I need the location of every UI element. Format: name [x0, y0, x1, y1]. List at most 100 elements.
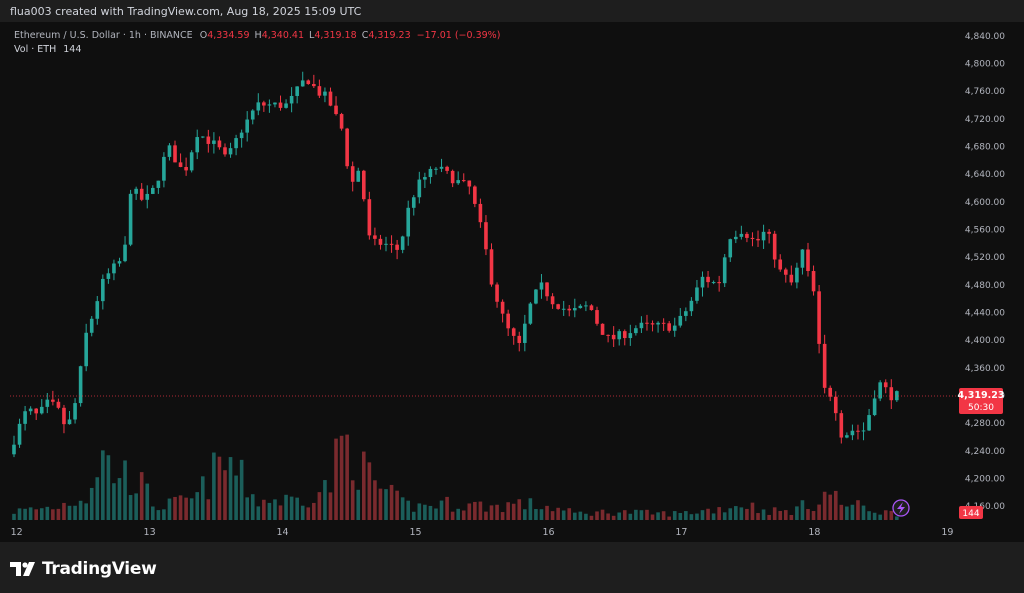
- volume-bar: [306, 507, 311, 520]
- candle: [717, 282, 721, 284]
- volume-bar: [672, 511, 677, 520]
- candle: [783, 269, 788, 275]
- volume-bar: [439, 500, 444, 520]
- volume-bar: [345, 434, 349, 520]
- candle: [634, 328, 638, 334]
- candle: [789, 274, 794, 283]
- volume-bar: [406, 500, 411, 520]
- candle: [434, 168, 438, 170]
- time-tick-label: 19: [941, 527, 953, 538]
- candle: [495, 284, 499, 302]
- legend-symbol: Ethereum / U.S. Dollar · 1h · BINANCE: [14, 30, 193, 41]
- candle: [289, 95, 294, 104]
- volume-bar: [828, 494, 833, 520]
- candle: [112, 263, 116, 274]
- volume-bar: [395, 490, 399, 520]
- volume-bar: [717, 507, 721, 520]
- volume-bar: [789, 514, 794, 520]
- candle: [561, 308, 566, 310]
- volume-bar: [700, 510, 705, 520]
- legend-open-label: O: [199, 30, 208, 41]
- volume-bar: [806, 509, 810, 520]
- candle: [306, 80, 311, 85]
- volume-bar: [239, 459, 244, 520]
- volume-bar: [511, 503, 516, 520]
- volume-bar: [289, 496, 294, 520]
- volume-bar: [850, 504, 855, 520]
- volume-layer: [12, 434, 899, 520]
- price-axis[interactable]: 4,160.004,200.004,240.004,280.004,320.00…: [965, 32, 1005, 512]
- candle: [212, 140, 216, 144]
- price-tick-label: 4,640.00: [965, 170, 1005, 180]
- volume-bar: [356, 489, 361, 520]
- candle: [584, 305, 588, 307]
- candle: [778, 259, 783, 270]
- candle: [12, 444, 16, 455]
- candle: [78, 366, 83, 404]
- volume-bar: [45, 506, 50, 520]
- candle: [889, 387, 894, 401]
- volume-bar: [467, 503, 472, 520]
- volume-bar: [206, 499, 211, 520]
- candle: [228, 148, 233, 155]
- volume-bar: [839, 504, 844, 520]
- volume-bar: [334, 438, 338, 520]
- volume-bar: [617, 512, 622, 520]
- volume-bar: [228, 457, 233, 520]
- price-tick-label: 4,520.00: [965, 253, 1005, 263]
- time-tick-label: 12: [11, 527, 23, 538]
- lightning-icon[interactable]: [892, 499, 910, 517]
- price-tick-label: 4,560.00: [965, 226, 1005, 236]
- legend-open: 4,334.59: [207, 30, 250, 41]
- volume-bar: [361, 451, 366, 520]
- volume-bar: [273, 499, 277, 520]
- volume-bar: [734, 506, 738, 520]
- candle: [284, 103, 288, 108]
- candle: [356, 170, 361, 182]
- candle: [822, 343, 827, 388]
- candle: [189, 152, 194, 171]
- volume-bar: [600, 509, 605, 520]
- candle: [334, 105, 338, 115]
- candle: [478, 203, 483, 223]
- candle: [684, 311, 688, 316]
- candle: [639, 322, 644, 329]
- volume-bar: [778, 510, 783, 520]
- volume-bar: [173, 496, 177, 520]
- candle: [828, 387, 833, 397]
- legend-low-label: L: [309, 30, 315, 41]
- time-axis[interactable]: 12 13 14 15 16 17 18 19: [11, 527, 954, 538]
- price-chart[interactable]: 4,160.004,200.004,240.004,280.004,320.00…: [0, 0, 1024, 542]
- candle: [378, 238, 383, 245]
- volume-bar: [328, 492, 333, 520]
- chart-area[interactable]: [0, 22, 1024, 542]
- volume-bar: [761, 509, 766, 520]
- candle: [845, 435, 849, 438]
- price-tick-label: 4,400.00: [965, 336, 1005, 346]
- tradingview-logo[interactable]: TradingView: [10, 559, 157, 579]
- candle: [150, 187, 155, 194]
- volume-bar: [872, 512, 877, 520]
- candle: [350, 166, 355, 182]
- candle: [506, 313, 510, 329]
- volume-bar: [267, 502, 272, 520]
- candle: [206, 136, 211, 144]
- volume-bar: [101, 450, 105, 520]
- candle: [645, 322, 649, 324]
- price-tick-label: 4,800.00: [965, 60, 1005, 70]
- volume-bar: [350, 480, 355, 520]
- creator-line: flua003 created with TradingView.com, Au…: [10, 5, 362, 18]
- candle: [34, 408, 39, 414]
- candle: [711, 282, 716, 284]
- candle: [411, 197, 416, 208]
- volume-bar: [506, 502, 510, 520]
- price-badge-bg: [959, 388, 1003, 415]
- volume-bar: [883, 510, 888, 520]
- candle: [139, 188, 144, 200]
- volume-bar: [178, 495, 183, 520]
- candle: [456, 180, 460, 184]
- volume-bar: [722, 512, 727, 520]
- candle: [323, 91, 327, 96]
- volume-bar: [639, 510, 644, 520]
- volume-bar: [645, 509, 649, 520]
